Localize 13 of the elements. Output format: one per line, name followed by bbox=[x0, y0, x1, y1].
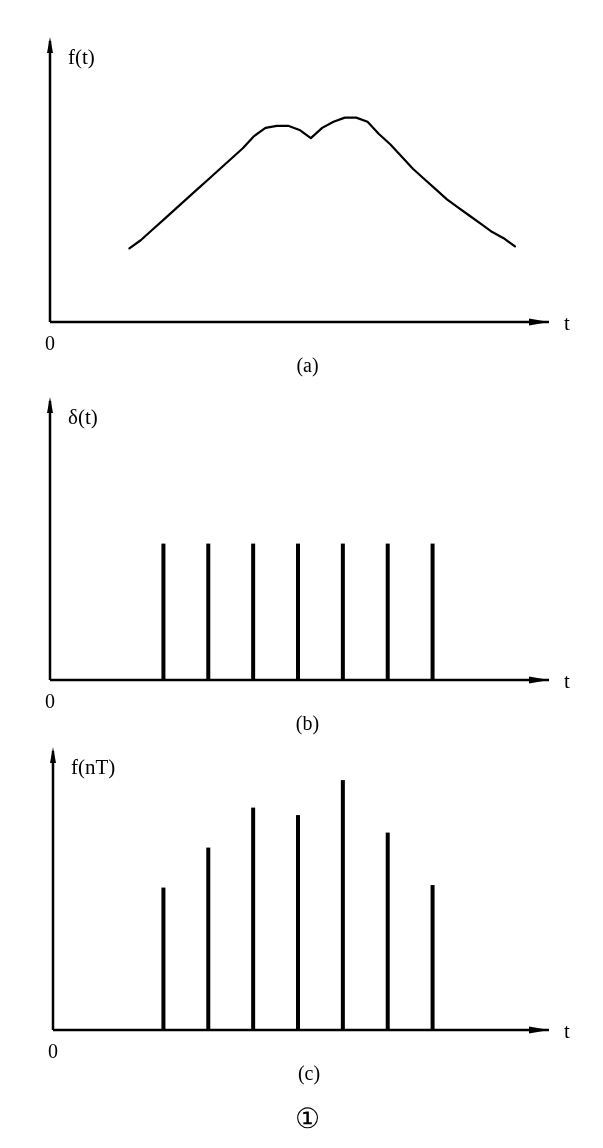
text: 0 bbox=[45, 332, 55, 354]
text: 0 bbox=[45, 690, 55, 712]
y-axis-title: f(nT) bbox=[71, 755, 116, 779]
x-axis-title: t bbox=[564, 669, 571, 693]
text: (b) bbox=[295, 712, 320, 735]
text: (c) bbox=[297, 1062, 321, 1085]
x-axis-title: t bbox=[564, 311, 571, 335]
text: (a) bbox=[296, 354, 319, 377]
y-axis-title: f(t) bbox=[68, 45, 95, 69]
text: ① bbox=[294, 1103, 320, 1134]
y-axis-title: δ(t) bbox=[68, 405, 98, 429]
text: 0 bbox=[48, 1040, 58, 1062]
x-axis-title: t bbox=[564, 1019, 571, 1043]
